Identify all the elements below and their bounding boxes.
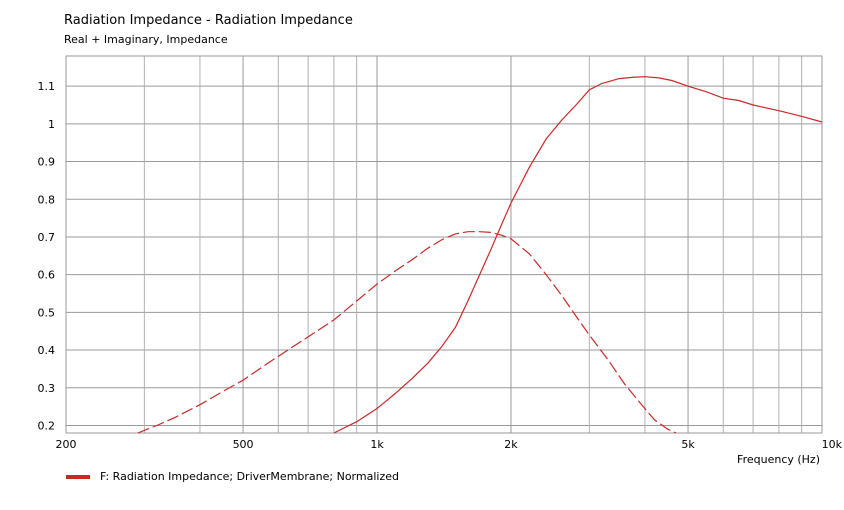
x-tick-label: 2k: [504, 438, 518, 451]
y-tick-label: 0.4: [38, 344, 56, 357]
chart-title: Radiation Impedance - Radiation Impedanc…: [64, 13, 353, 28]
x-tick-label: 1k: [370, 438, 384, 451]
grid: [65, 56, 823, 433]
y-tick-label: 0.3: [38, 382, 56, 395]
x-tick-label: 5k: [681, 438, 695, 451]
plot-frame: [65, 55, 823, 434]
y-tick-label: 0.7: [38, 231, 56, 244]
y-axis-ticks: 0.2 0.3 0.4 0.5 0.6 0.7 0.8 0.9 1 1.1: [38, 80, 56, 432]
y-tick-label: 0.9: [38, 156, 56, 169]
y-tick-label: 0.6: [38, 269, 56, 282]
y-tick-label: 0.2: [38, 419, 56, 432]
legend-entry-label: F: Radiation Impedance; DriverMembrane; …: [100, 470, 399, 483]
series-line-imaginary: [137, 231, 677, 434]
x-tick-label: 10k: [822, 438, 843, 451]
y-tick-label: 1: [48, 118, 55, 131]
y-tick-label: 0.5: [38, 306, 56, 319]
y-tick-label: 1.1: [38, 80, 56, 93]
x-axis-ticks: 200 500 1k 2k 5k 10k: [56, 438, 843, 451]
x-tick-label: 200: [56, 438, 77, 451]
x-axis-label: Frequency (Hz): [737, 453, 820, 466]
chart-subtitle: Real + Imaginary, Impedance: [64, 33, 228, 46]
series-line-real: [333, 76, 823, 434]
y-tick-label: 0.8: [38, 193, 56, 206]
legend-swatch: [66, 474, 90, 479]
x-tick-label: 500: [233, 438, 254, 451]
series-group: [137, 76, 823, 434]
legend: F: Radiation Impedance; DriverMembrane; …: [66, 470, 399, 483]
